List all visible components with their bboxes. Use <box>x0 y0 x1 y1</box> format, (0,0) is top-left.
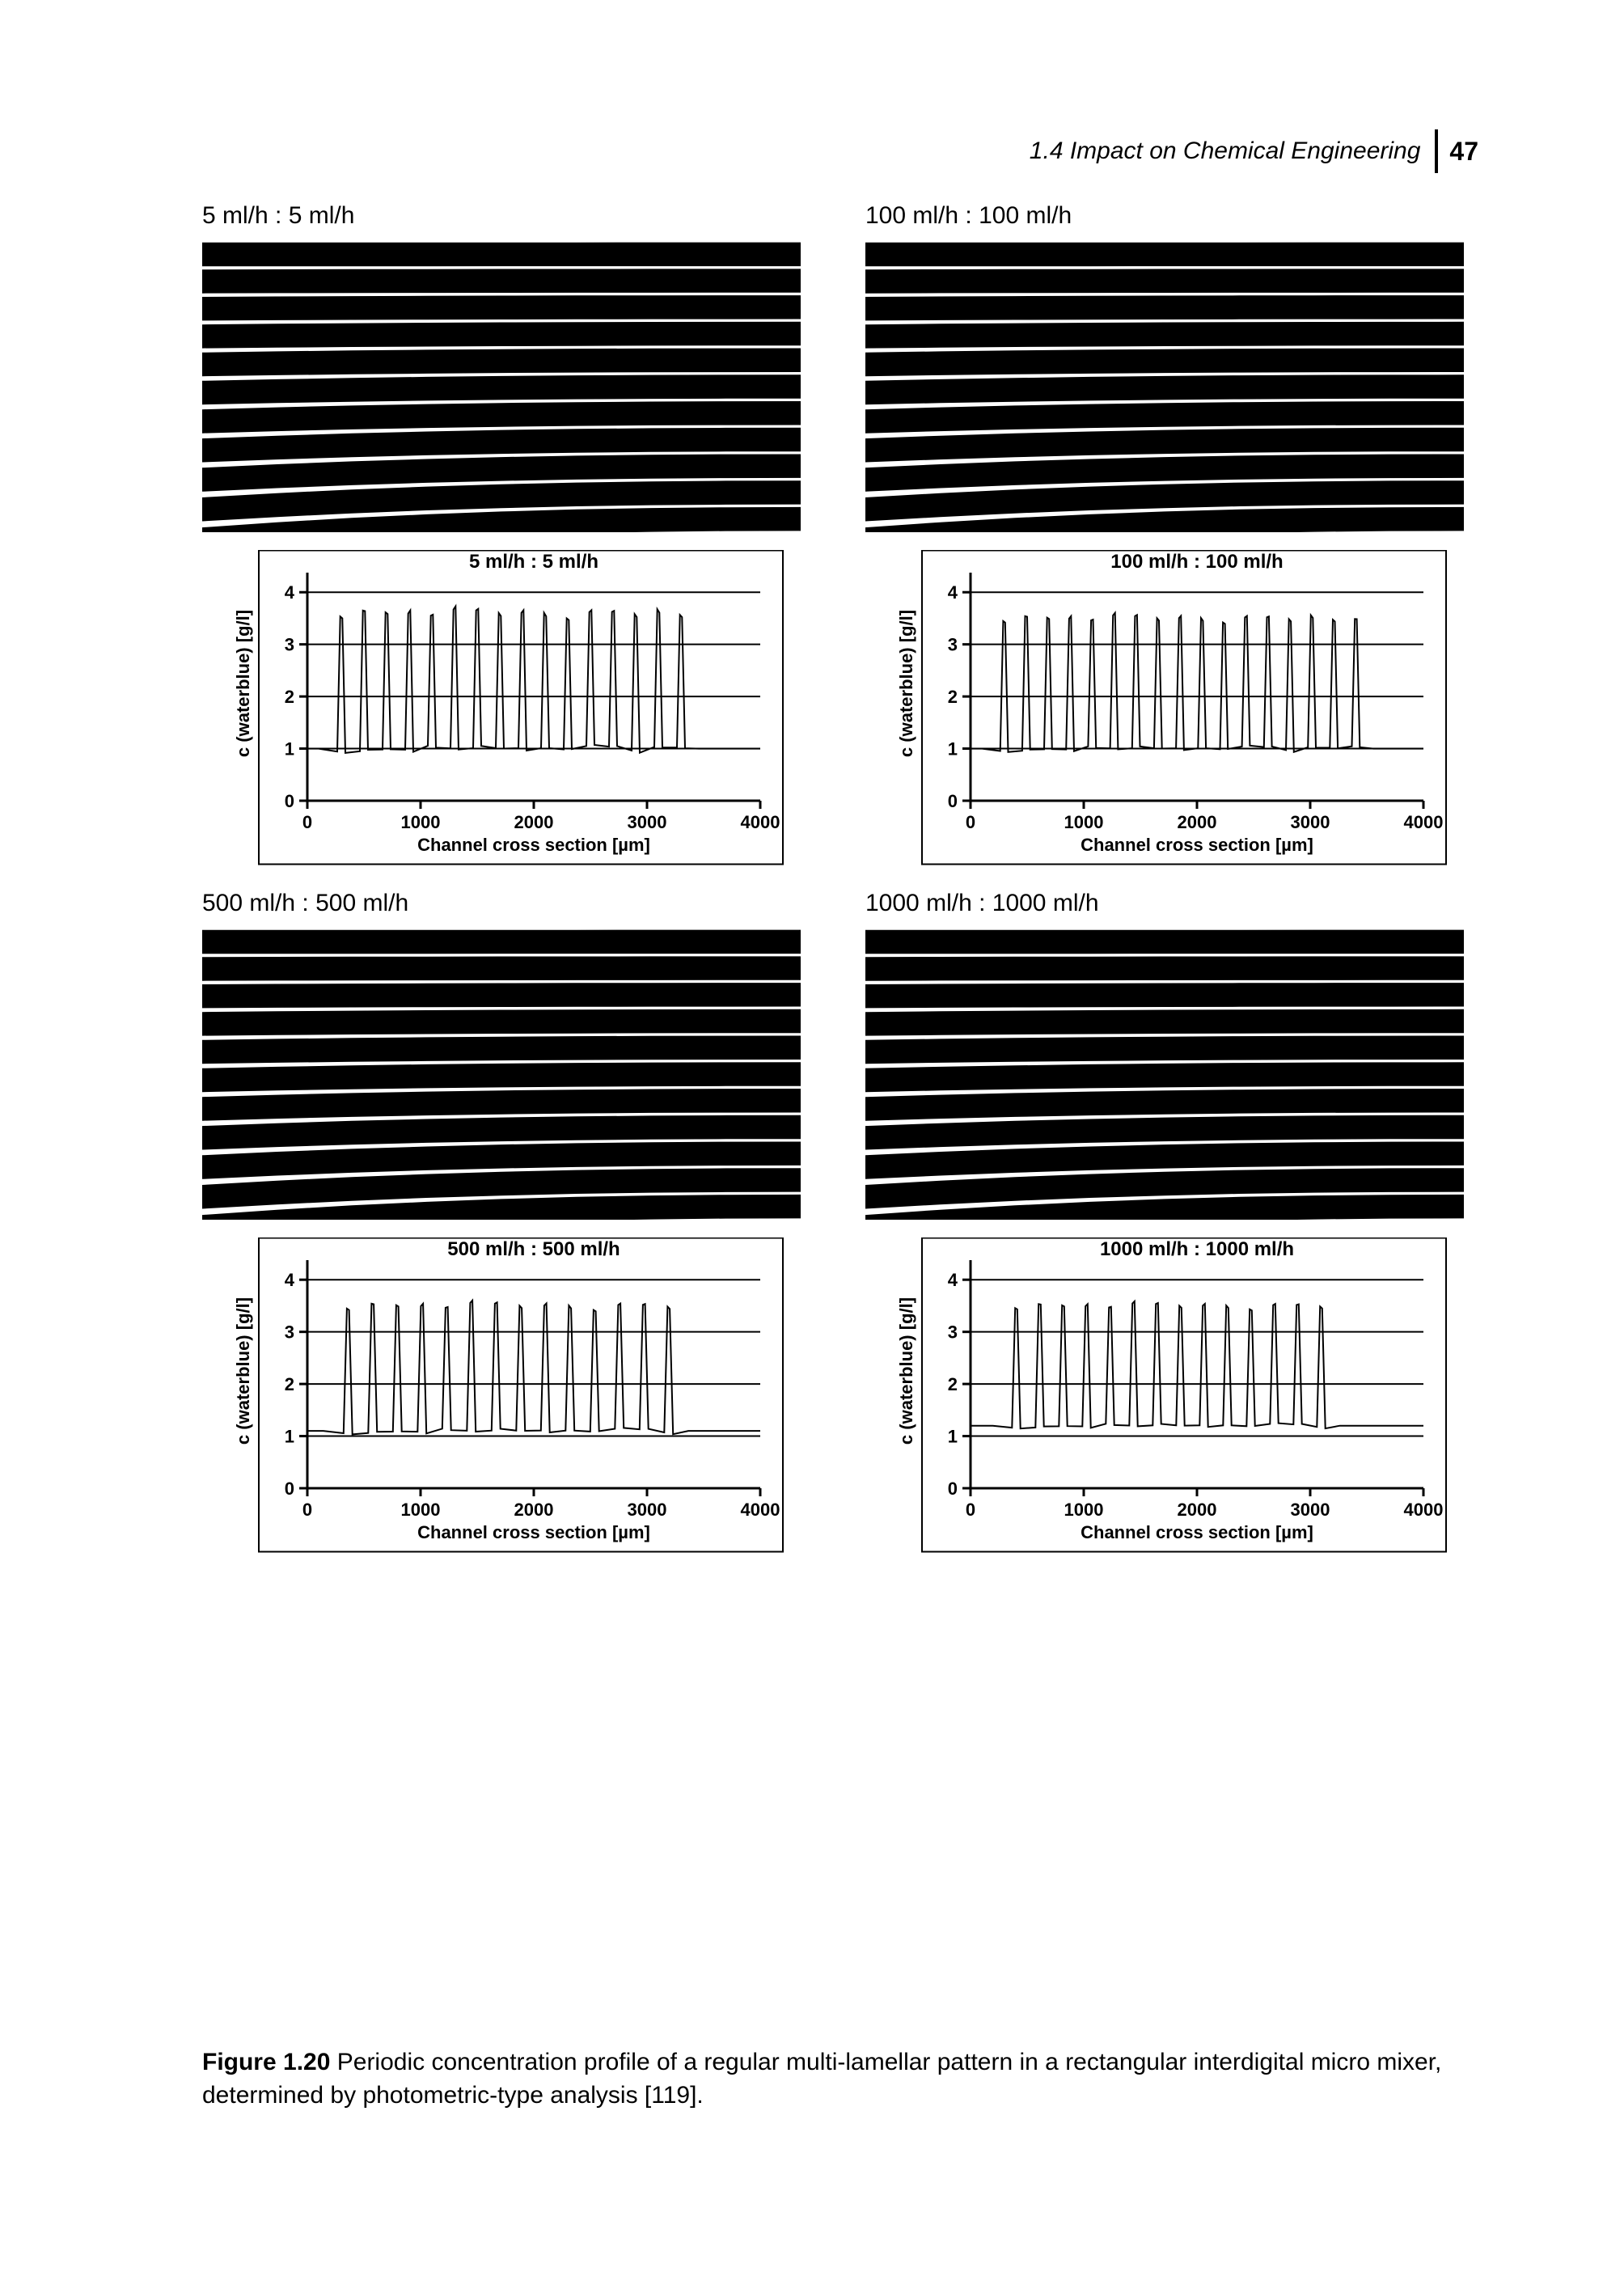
svg-text:500 ml/h : 500 ml/h: 500 ml/h : 500 ml/h <box>447 1238 620 1260</box>
svg-text:c (waterblue) [g/l]: c (waterblue) [g/l] <box>233 610 253 757</box>
running-header: 1.4 Impact on Chemical Engineering 47 <box>1030 129 1478 173</box>
panel-p5: 5 ml/h : 5 ml/h 5 ml/h : 5 ml/h 0 1 2 3 4 0 1000… <box>202 202 801 865</box>
panel-label: 100 ml/h : 100 ml/h <box>865 202 1464 230</box>
svg-text:4: 4 <box>285 1270 295 1290</box>
header-separator <box>1435 129 1438 173</box>
concentration-chart: 500 ml/h : 500 ml/h 0 1 2 3 4 0 1000 2000 3000 400… <box>202 1237 801 1553</box>
svg-text:0: 0 <box>966 812 975 832</box>
svg-text:3: 3 <box>285 635 294 655</box>
svg-text:2: 2 <box>285 1374 294 1394</box>
svg-text:0: 0 <box>948 1479 958 1499</box>
svg-text:100 ml/h : 100 ml/h: 100 ml/h : 100 ml/h <box>1110 551 1283 573</box>
svg-text:4000: 4000 <box>741 1500 780 1520</box>
svg-text:4000: 4000 <box>1404 812 1444 832</box>
figure-grid: 5 ml/h : 5 ml/h5 ml/h : 5 ml/h0123401000… <box>202 202 1464 1553</box>
svg-text:1: 1 <box>948 739 958 759</box>
svg-text:Channel cross section [µm]: Channel cross section [µm] <box>1081 1522 1313 1542</box>
svg-text:1: 1 <box>285 1427 294 1447</box>
svg-text:2: 2 <box>285 687 294 707</box>
caption-body: Periodic concentration profile of a regu… <box>202 2049 1441 2109</box>
svg-text:0: 0 <box>302 1500 312 1520</box>
svg-text:1: 1 <box>285 739 294 759</box>
svg-text:2: 2 <box>948 687 958 707</box>
svg-text:c (waterblue) [g/l]: c (waterblue) [g/l] <box>233 1297 253 1445</box>
svg-text:3000: 3000 <box>1291 1500 1330 1520</box>
lamellar-photo <box>202 929 801 1220</box>
svg-text:c (waterblue) [g/l]: c (waterblue) [g/l] <box>896 1297 916 1445</box>
svg-text:3000: 3000 <box>628 1500 667 1520</box>
svg-text:2: 2 <box>948 1374 958 1394</box>
svg-text:5 ml/h : 5 ml/h: 5 ml/h : 5 ml/h <box>469 551 598 573</box>
svg-text:2000: 2000 <box>1178 1500 1217 1520</box>
svg-text:4000: 4000 <box>741 812 780 832</box>
svg-text:4000: 4000 <box>1404 1500 1444 1520</box>
svg-text:3: 3 <box>285 1322 294 1343</box>
svg-text:1000: 1000 <box>401 812 441 832</box>
svg-text:0: 0 <box>948 791 958 811</box>
svg-text:0: 0 <box>302 812 312 832</box>
svg-text:2000: 2000 <box>1178 812 1217 832</box>
svg-text:3000: 3000 <box>628 812 667 832</box>
concentration-chart: 100 ml/h : 100 ml/h 0 1 2 3 4 0 1000 2000 3000 400… <box>865 550 1464 865</box>
figure-caption: Figure 1.20 Periodic concentration profi… <box>202 2046 1464 2112</box>
svg-text:4: 4 <box>948 582 958 603</box>
panel-p1000: 1000 ml/h : 1000 ml/h1000 ml/h : 1000 ml… <box>865 890 1464 1553</box>
svg-text:2000: 2000 <box>514 1500 554 1520</box>
svg-text:c (waterblue) [g/l]: c (waterblue) [g/l] <box>896 610 916 757</box>
panel-label: 1000 ml/h : 1000 ml/h <box>865 890 1464 917</box>
lamellar-photo <box>865 241 1464 532</box>
svg-text:0: 0 <box>966 1500 975 1520</box>
svg-text:1000: 1000 <box>1064 812 1104 832</box>
svg-text:3: 3 <box>948 635 958 655</box>
svg-text:Channel cross section [µm]: Channel cross section [µm] <box>1081 835 1313 855</box>
panel-p500: 500 ml/h : 500 ml/h 500 ml/h : 500 ml/h 0 1… <box>202 890 801 1553</box>
svg-text:1000 ml/h : 1000 ml/h: 1000 ml/h : 1000 ml/h <box>1100 1238 1294 1260</box>
svg-text:1000: 1000 <box>1064 1500 1104 1520</box>
svg-text:3: 3 <box>948 1322 958 1343</box>
svg-text:1: 1 <box>948 1427 958 1447</box>
lamellar-photo <box>865 929 1464 1220</box>
caption-label: Figure 1.20 <box>202 2049 330 2075</box>
svg-text:Channel cross section [µm]: Channel cross section [µm] <box>417 835 650 855</box>
svg-text:4: 4 <box>948 1270 958 1290</box>
svg-text:1000: 1000 <box>401 1500 441 1520</box>
svg-text:0: 0 <box>285 1479 294 1499</box>
svg-text:0: 0 <box>285 791 294 811</box>
panel-p100: 100 ml/h : 100 ml/h100 ml/h : 100 ml/h01… <box>865 202 1464 865</box>
concentration-chart: 5 ml/h : 5 ml/h 0 1 2 3 4 0 1000 2000 3000 4000 Cha… <box>202 550 801 865</box>
concentration-chart: 1000 ml/h : 1000 ml/h 0 1 2 3 4 0 1000 2000 3000 4… <box>865 1237 1464 1553</box>
section-title: 1.4 Impact on Chemical Engineering <box>1030 137 1421 165</box>
svg-text:Channel cross section [µm]: Channel cross section [µm] <box>417 1522 650 1542</box>
lamellar-photo <box>202 241 801 532</box>
page-number: 47 <box>1449 137 1478 167</box>
svg-text:4: 4 <box>285 582 295 603</box>
svg-text:3000: 3000 <box>1291 812 1330 832</box>
svg-text:2000: 2000 <box>514 812 554 832</box>
panel-label: 500 ml/h : 500 ml/h <box>202 890 801 917</box>
page: 1.4 Impact on Chemical Engineering 47 5 … <box>0 0 1624 2293</box>
panel-label: 5 ml/h : 5 ml/h <box>202 202 801 230</box>
